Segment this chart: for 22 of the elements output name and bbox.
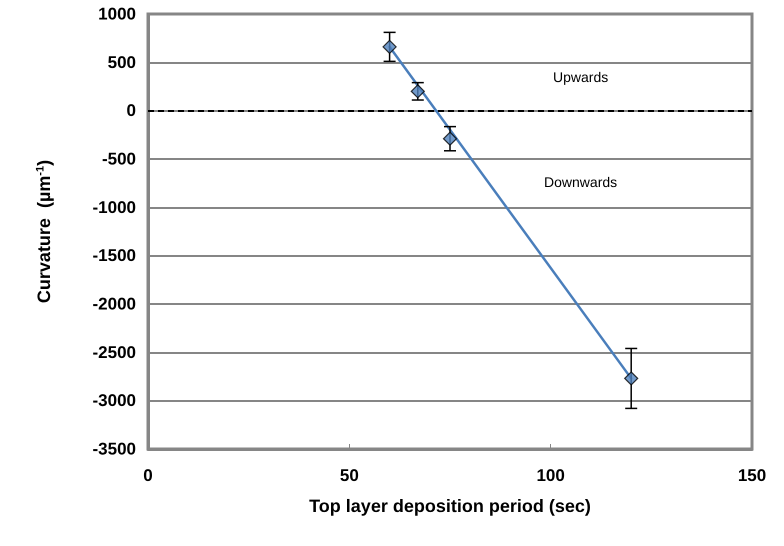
x-tick-label: 0 (143, 466, 153, 485)
point (382, 40, 397, 54)
y-tick-label: 1000 (98, 4, 136, 24)
y-tick-label: -2500 (92, 342, 136, 362)
annotation: Downwards (544, 174, 618, 190)
y-tick-label: -1000 (92, 198, 136, 217)
x-tick-label: 150 (738, 466, 766, 485)
point (442, 132, 458, 146)
y-tick-label: 500 (108, 52, 136, 72)
y-axis-title: Curvature (µm-1) (34, 160, 54, 304)
y-tick-label: -1500 (92, 246, 136, 266)
x-tick-label: 50 (340, 466, 359, 485)
y-tick-label: -3500 (92, 440, 136, 458)
point (624, 371, 638, 386)
y-tick-label: -2000 (92, 294, 136, 314)
annotation: Upwards (553, 69, 608, 85)
point (410, 84, 425, 98)
x-axis-title: Top layer deposition period (sec) (309, 496, 591, 516)
x-tick-label: 100 (536, 466, 565, 485)
y-tick-label: -500 (102, 150, 136, 168)
y-tick-label: 0 (126, 101, 136, 120)
y-tick-label: -3000 (92, 391, 136, 410)
